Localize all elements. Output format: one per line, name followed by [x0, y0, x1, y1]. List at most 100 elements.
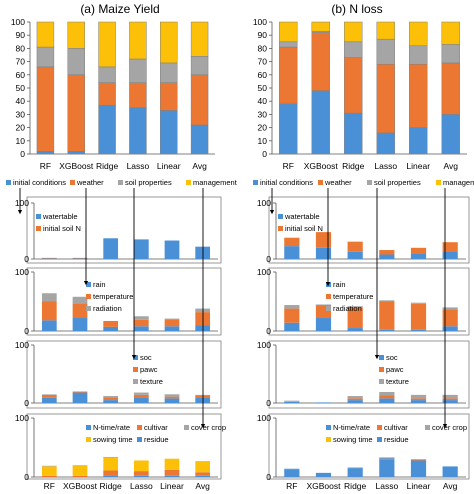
bar-xgboost-management	[67, 21, 85, 49]
bar-ridge-initial-conditions	[344, 112, 363, 155]
bar-lasso-radiation	[379, 300, 395, 302]
bar-ridge-pawc	[103, 397, 119, 401]
bar-ridge-radiation	[347, 306, 363, 308]
category-label: Lasso	[375, 481, 398, 491]
category-label: Ridge	[96, 161, 118, 171]
bar-rf-management	[36, 21, 55, 48]
bar-avg-initial-soil-n	[442, 242, 458, 252]
bar-ridge-management	[98, 21, 116, 68]
legend-radiation: radiation	[93, 304, 122, 313]
bar-ridge-management	[344, 21, 363, 43]
category-label: Lasso	[127, 161, 150, 171]
bar-linear-texture	[410, 394, 427, 399]
bar-avg-management	[441, 21, 460, 45]
y-tick-label: 20	[16, 123, 26, 133]
category-label: XGBoost	[59, 161, 94, 171]
bar-avg-cultivar	[195, 472, 211, 476]
bar-ridge-residue	[347, 467, 363, 469]
y-tick-label: 0	[24, 472, 29, 482]
bar-avg-management	[190, 21, 209, 57]
legend-swatch	[318, 180, 323, 185]
legend-swatch	[379, 367, 384, 372]
legend-swatch	[137, 425, 142, 430]
bar-xgboost-pawc	[72, 391, 88, 393]
bar-linear-temperature	[164, 319, 180, 327]
bar-avg-initial-conditions	[190, 124, 209, 155]
y-tick-label: 70	[16, 57, 26, 67]
bar-avg-residue	[442, 466, 458, 467]
bar-xgboost-initial-conditions	[67, 151, 85, 155]
bar-rf-weather	[36, 66, 55, 152]
chart-3-initial-conditions: 0 100 watertable initial soil N	[257, 196, 470, 264]
category-label: Linear	[406, 161, 430, 171]
y-tick-label: 10	[258, 136, 268, 146]
legend-sowing-time: sowing time	[333, 435, 373, 444]
bar-ridge-weather	[98, 82, 116, 106]
bar-lasso-watertable	[133, 239, 149, 259]
bar-lasso-soc	[133, 397, 149, 403]
bar-rf-cover-crop	[41, 465, 57, 467]
chart-2-initial-conditions: 0 100 watertable initial soil N	[15, 196, 222, 264]
bar-xgboost-sowing-time	[72, 465, 88, 476]
y-tick-label: 100	[257, 198, 271, 208]
legend-swatch	[70, 180, 75, 185]
bar-ridge-temperature	[103, 320, 119, 327]
chart-6-soil-properties: 0 100 soc pawc texture	[15, 340, 222, 409]
bar-linear-management	[409, 21, 428, 47]
bar-rf-pawc	[284, 401, 300, 402]
bar-linear-weather	[409, 63, 428, 128]
bar-ridge-initial-conditions	[98, 104, 116, 155]
y-tick-label: 100	[15, 413, 29, 423]
bar-lasso-texture	[379, 391, 395, 396]
y-tick-label: 90	[258, 30, 268, 40]
y-tick-label: 60	[258, 70, 268, 80]
bar-xgboost-radiation	[315, 304, 332, 306]
bar-linear-pawc	[410, 398, 427, 401]
legend-cover-crop: cover crop	[432, 423, 467, 432]
category-label: XGBoost	[63, 481, 98, 491]
legend-management: management	[443, 178, 474, 187]
bar-ridge-weather	[344, 57, 363, 114]
legend-swatch	[326, 282, 331, 287]
bar-xgboost-cover-crop	[72, 465, 88, 466]
legend-swatch	[86, 294, 91, 299]
bar-xgboost-management	[311, 21, 330, 32]
bar-rf-initial-conditions	[279, 103, 298, 155]
bar-linear-sowing-time	[164, 458, 180, 470]
bar-ridge-watertable	[347, 251, 363, 259]
category-label: Lasso	[374, 161, 397, 171]
category-label: Avg	[444, 161, 459, 171]
bar-ridge-rain	[103, 326, 119, 331]
y-tick-label: 40	[16, 96, 26, 106]
bar-rf-sowing-time	[41, 466, 57, 476]
legend-residue: residue	[384, 435, 409, 444]
bar-avg-initial-conditions	[441, 114, 460, 155]
bar-xgboost-radiation	[72, 296, 88, 304]
y-tick-label: 0	[24, 326, 29, 336]
chart-5-weather: 0 100 rain temperature radiation	[257, 267, 470, 336]
bar-linear-residue	[410, 459, 427, 460]
bar-lasso-rain	[379, 329, 395, 331]
bar-linear-initial-soil-n	[410, 247, 427, 254]
bar-linear-soil-properties	[160, 62, 178, 83]
panel-frame	[268, 340, 470, 409]
legend-soil-properties: soil properties	[374, 178, 421, 187]
bar-ridge-cover-crop	[103, 456, 119, 458]
bar-xgboost-rain	[72, 318, 88, 331]
bar-rf-temperature	[284, 308, 300, 323]
bar-xgboost-weather	[311, 32, 330, 91]
y-tick-label: 0	[266, 254, 271, 264]
bar-rf-initial-soil-n	[41, 257, 57, 259]
y-tick-label: 40	[258, 96, 268, 106]
bar-rf-soil-properties	[279, 41, 298, 48]
bar-ridge-texture	[347, 396, 363, 399]
chart-9-management: 0 100 RF XGBoost Ridge Lasso Linear Avg N-time/r…	[257, 413, 470, 491]
y-tick-label: 0	[20, 149, 25, 159]
bar-linear-weather	[160, 82, 178, 111]
bar-rf-rain	[41, 320, 57, 331]
y-tick-label: 100	[11, 17, 25, 27]
y-tick-label: 50	[258, 83, 268, 93]
chart-8-management: 0 100 RF XGBoost Ridge Lasso Linear Avg N-time/r…	[15, 413, 226, 491]
category-label: Linear	[160, 481, 184, 491]
